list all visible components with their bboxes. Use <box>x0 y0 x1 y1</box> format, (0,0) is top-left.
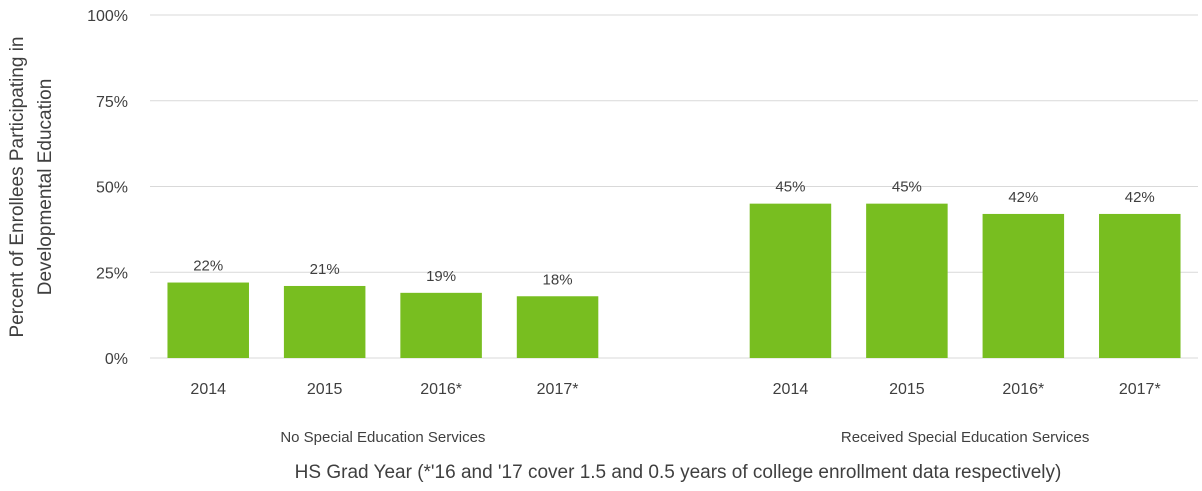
bars <box>167 203 1181 358</box>
data-label: 45% <box>892 179 922 196</box>
bar <box>866 203 948 358</box>
y-axis-title-line-1: Percent of Enrollees Participating in <box>7 37 28 338</box>
x-tick-label: 2015 <box>889 381 925 398</box>
bar <box>982 213 1065 358</box>
data-label: 22% <box>193 258 223 275</box>
x-tick-label: 2014 <box>773 381 809 398</box>
data-label: 21% <box>310 261 340 278</box>
bar <box>1099 213 1181 358</box>
y-tick-label: 50% <box>96 180 128 197</box>
x-tick-label: 2015 <box>307 381 343 398</box>
data-label: 42% <box>1008 189 1038 206</box>
data-label: 18% <box>543 271 573 288</box>
data-label: 45% <box>775 179 805 196</box>
x-axis-title: HS Grad Year (*'16 and '17 cover 1.5 and… <box>295 462 1062 483</box>
x-tick-label: 2017* <box>537 381 579 398</box>
y-tick-label: 75% <box>96 94 128 111</box>
x-axis-ticks: 2014 2015 2016* 2017* 2014 2015 2016* 2017* <box>190 381 1160 398</box>
group-label: No Special Education Services <box>280 429 485 446</box>
y-tick-label: 0% <box>105 351 128 368</box>
data-label: 19% <box>426 268 456 285</box>
bar <box>516 296 599 358</box>
bar <box>749 203 832 358</box>
bar <box>283 285 366 358</box>
y-tick-label: 100% <box>87 8 128 25</box>
x-tick-label: 2016* <box>1002 381 1044 398</box>
data-labels: 22% 21% 19% 18% 45% 45% 42% 42% <box>193 179 1155 289</box>
y-tick-label: 25% <box>96 265 128 282</box>
x-tick-label: 2016* <box>420 381 462 398</box>
y-axis-title-line-2: Developmental Education <box>35 79 56 296</box>
group-label: Received Special Education Services <box>841 429 1089 446</box>
bar <box>400 292 482 358</box>
data-label: 42% <box>1125 189 1155 206</box>
x-tick-label: 2017* <box>1119 381 1161 398</box>
group-labels: No Special Education Services Received Sp… <box>280 429 1089 446</box>
y-axis-ticks: 0% 25% 50% 75% 100% <box>87 8 128 368</box>
bar <box>167 282 249 358</box>
x-tick-label: 2014 <box>190 381 226 398</box>
